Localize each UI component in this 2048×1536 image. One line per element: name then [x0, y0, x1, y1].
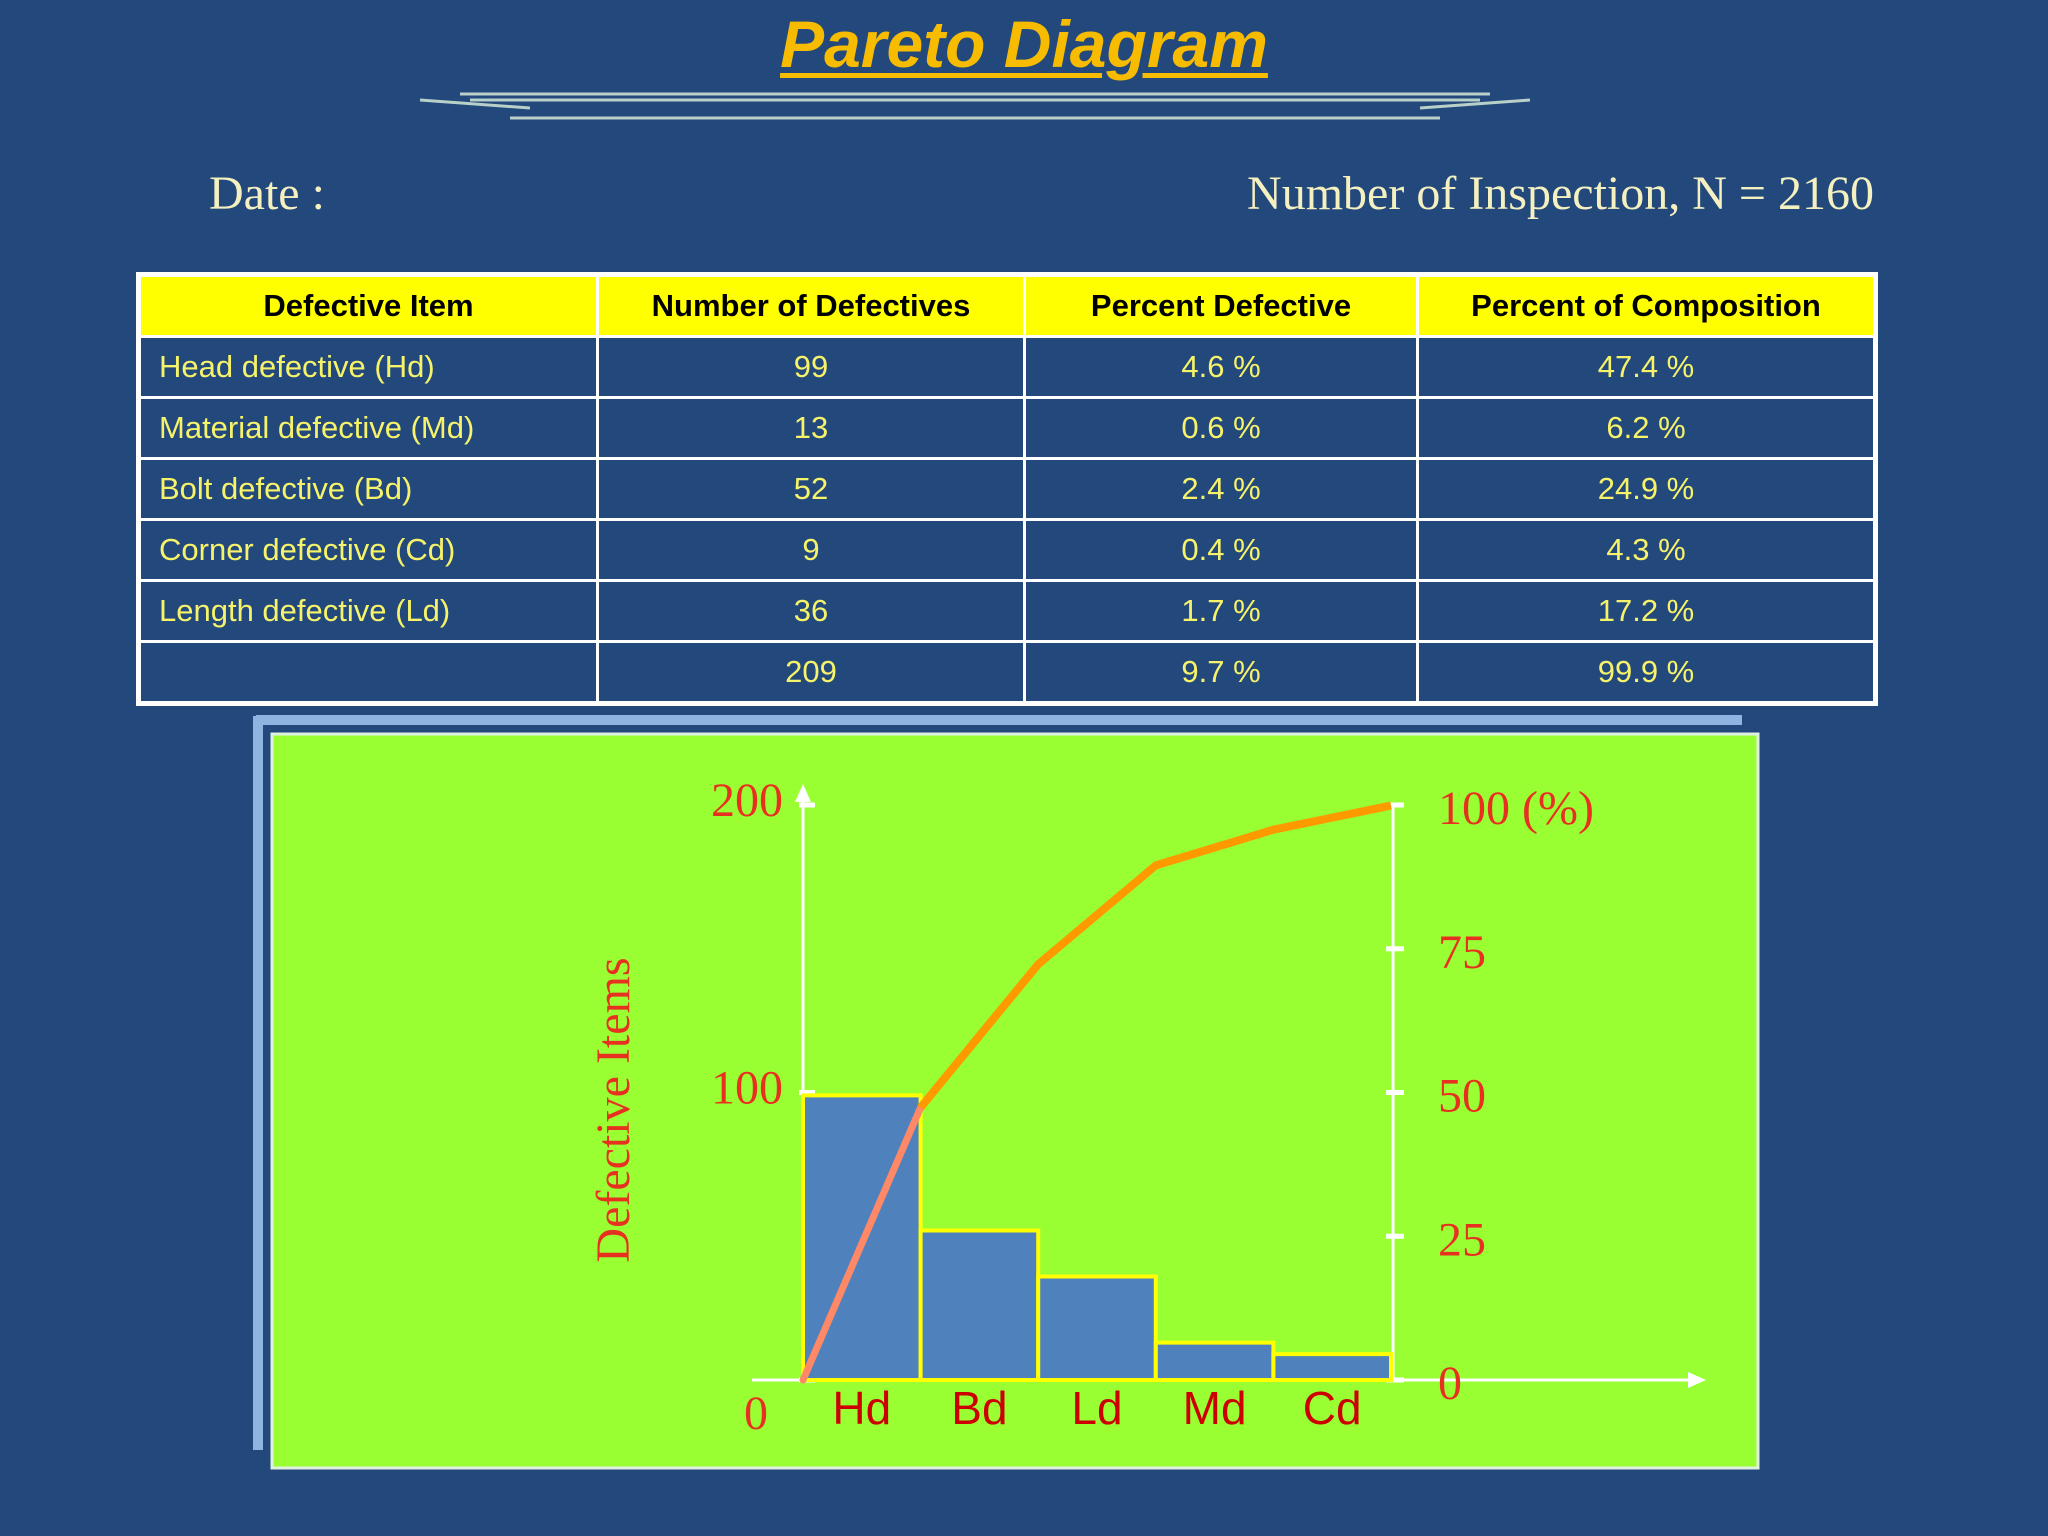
bar: [1271, 1352, 1394, 1382]
table-body: Head defective (Hd) 99 4.6 % 47.4 % Material…: [137, 335, 1877, 705]
total-cell: 9.7 %: [1023, 640, 1419, 705]
table-row: Head defective (Hd) 99 4.6 % 47.4 %: [137, 335, 1877, 399]
header-cell: Percent of Composition: [1416, 273, 1877, 338]
table-cell: 47.4 %: [1416, 335, 1877, 399]
y2-tick-label: 75: [1438, 926, 1486, 979]
table-cell: 6.2 %: [1416, 396, 1877, 460]
total-cell: 99.9 %: [1416, 640, 1877, 705]
y-axis-label: Defective Items: [587, 957, 640, 1262]
table-cell: 17.2 %: [1416, 579, 1877, 643]
header-row: Defective Item Number of Defectives Perc…: [137, 273, 1877, 338]
x-tick-label: Md: [1183, 1382, 1247, 1434]
date-label: Date :: [209, 167, 325, 220]
bar: [1036, 1274, 1158, 1382]
header-cell: Percent Defective: [1023, 273, 1419, 338]
total-cell: 209: [596, 640, 1026, 705]
y-tick-label: 0: [744, 1387, 768, 1440]
y2-tick-label: 100 (%): [1438, 782, 1594, 835]
ornament: [419, 92, 1531, 120]
x-tick-label: Bd: [951, 1382, 1007, 1434]
y-tick-label: 100: [711, 1062, 783, 1115]
table-cell: Head defective (Hd): [137, 335, 599, 399]
x-tick-label: Hd: [832, 1382, 891, 1434]
table-row: Corner defective (Cd) 9 0.4 % 4.3 %: [137, 518, 1877, 582]
header-cell: Defective Item: [137, 273, 599, 338]
table-cell: 36: [596, 579, 1026, 643]
table-cell: 4.3 %: [1416, 518, 1877, 582]
table-cell: [137, 640, 599, 705]
total-row: 209 9.7 % 99.9 %: [137, 640, 1877, 705]
inspection-label: Number of Inspection, N = 2160: [1247, 167, 1874, 220]
table-cell: 13: [596, 396, 1026, 460]
table-cell: Corner defective (Cd): [137, 518, 599, 582]
table-cell: 52: [596, 457, 1026, 521]
table-cell: 2.4 %: [1023, 457, 1419, 521]
x-tick-label: Cd: [1303, 1382, 1362, 1434]
cumulative-line: [917, 801, 1392, 1110]
title: Pareto Diagram: [780, 7, 1268, 81]
table-row: Material defective (Md) 13 0.6 % 6.2 %: [137, 396, 1877, 460]
table-cell: 1.7 %: [1023, 579, 1419, 643]
table-cell: Bolt defective (Bd): [137, 457, 599, 521]
bar: [1153, 1340, 1276, 1382]
x-tick-label: Ld: [1071, 1382, 1122, 1434]
defect-table: Defective Item Number of Defectives Perc…: [136, 272, 1878, 706]
header-cell: Number of Defectives: [596, 273, 1026, 338]
table-cell: 99: [596, 335, 1026, 399]
y2-tick-label: 0: [1438, 1357, 1462, 1410]
table-cell: 9: [596, 518, 1026, 582]
table-cell: 0.6 %: [1023, 396, 1419, 460]
table-row: Length defective (Ld) 36 1.7 % 17.2 %: [137, 579, 1877, 643]
bar: [918, 1228, 1041, 1382]
x-axis-arrow: [1688, 1372, 1706, 1388]
table-cell: Material defective (Md): [137, 396, 599, 460]
table-cell: Length defective (Ld): [137, 579, 599, 643]
table-cell: 0.4 %: [1023, 518, 1419, 582]
y2-tick-label: 50: [1438, 1070, 1486, 1123]
table-row: Bolt defective (Bd) 52 2.4 % 24.9 %: [137, 457, 1877, 521]
table-cell: 24.9 %: [1416, 457, 1877, 521]
line-start-segment: [799, 1103, 925, 1384]
table-cell: 4.6 %: [1023, 335, 1419, 399]
y2-tick-label: 25: [1438, 1213, 1486, 1266]
y-tick-label: 200: [711, 774, 783, 827]
y-axis-arrow: [795, 784, 811, 802]
